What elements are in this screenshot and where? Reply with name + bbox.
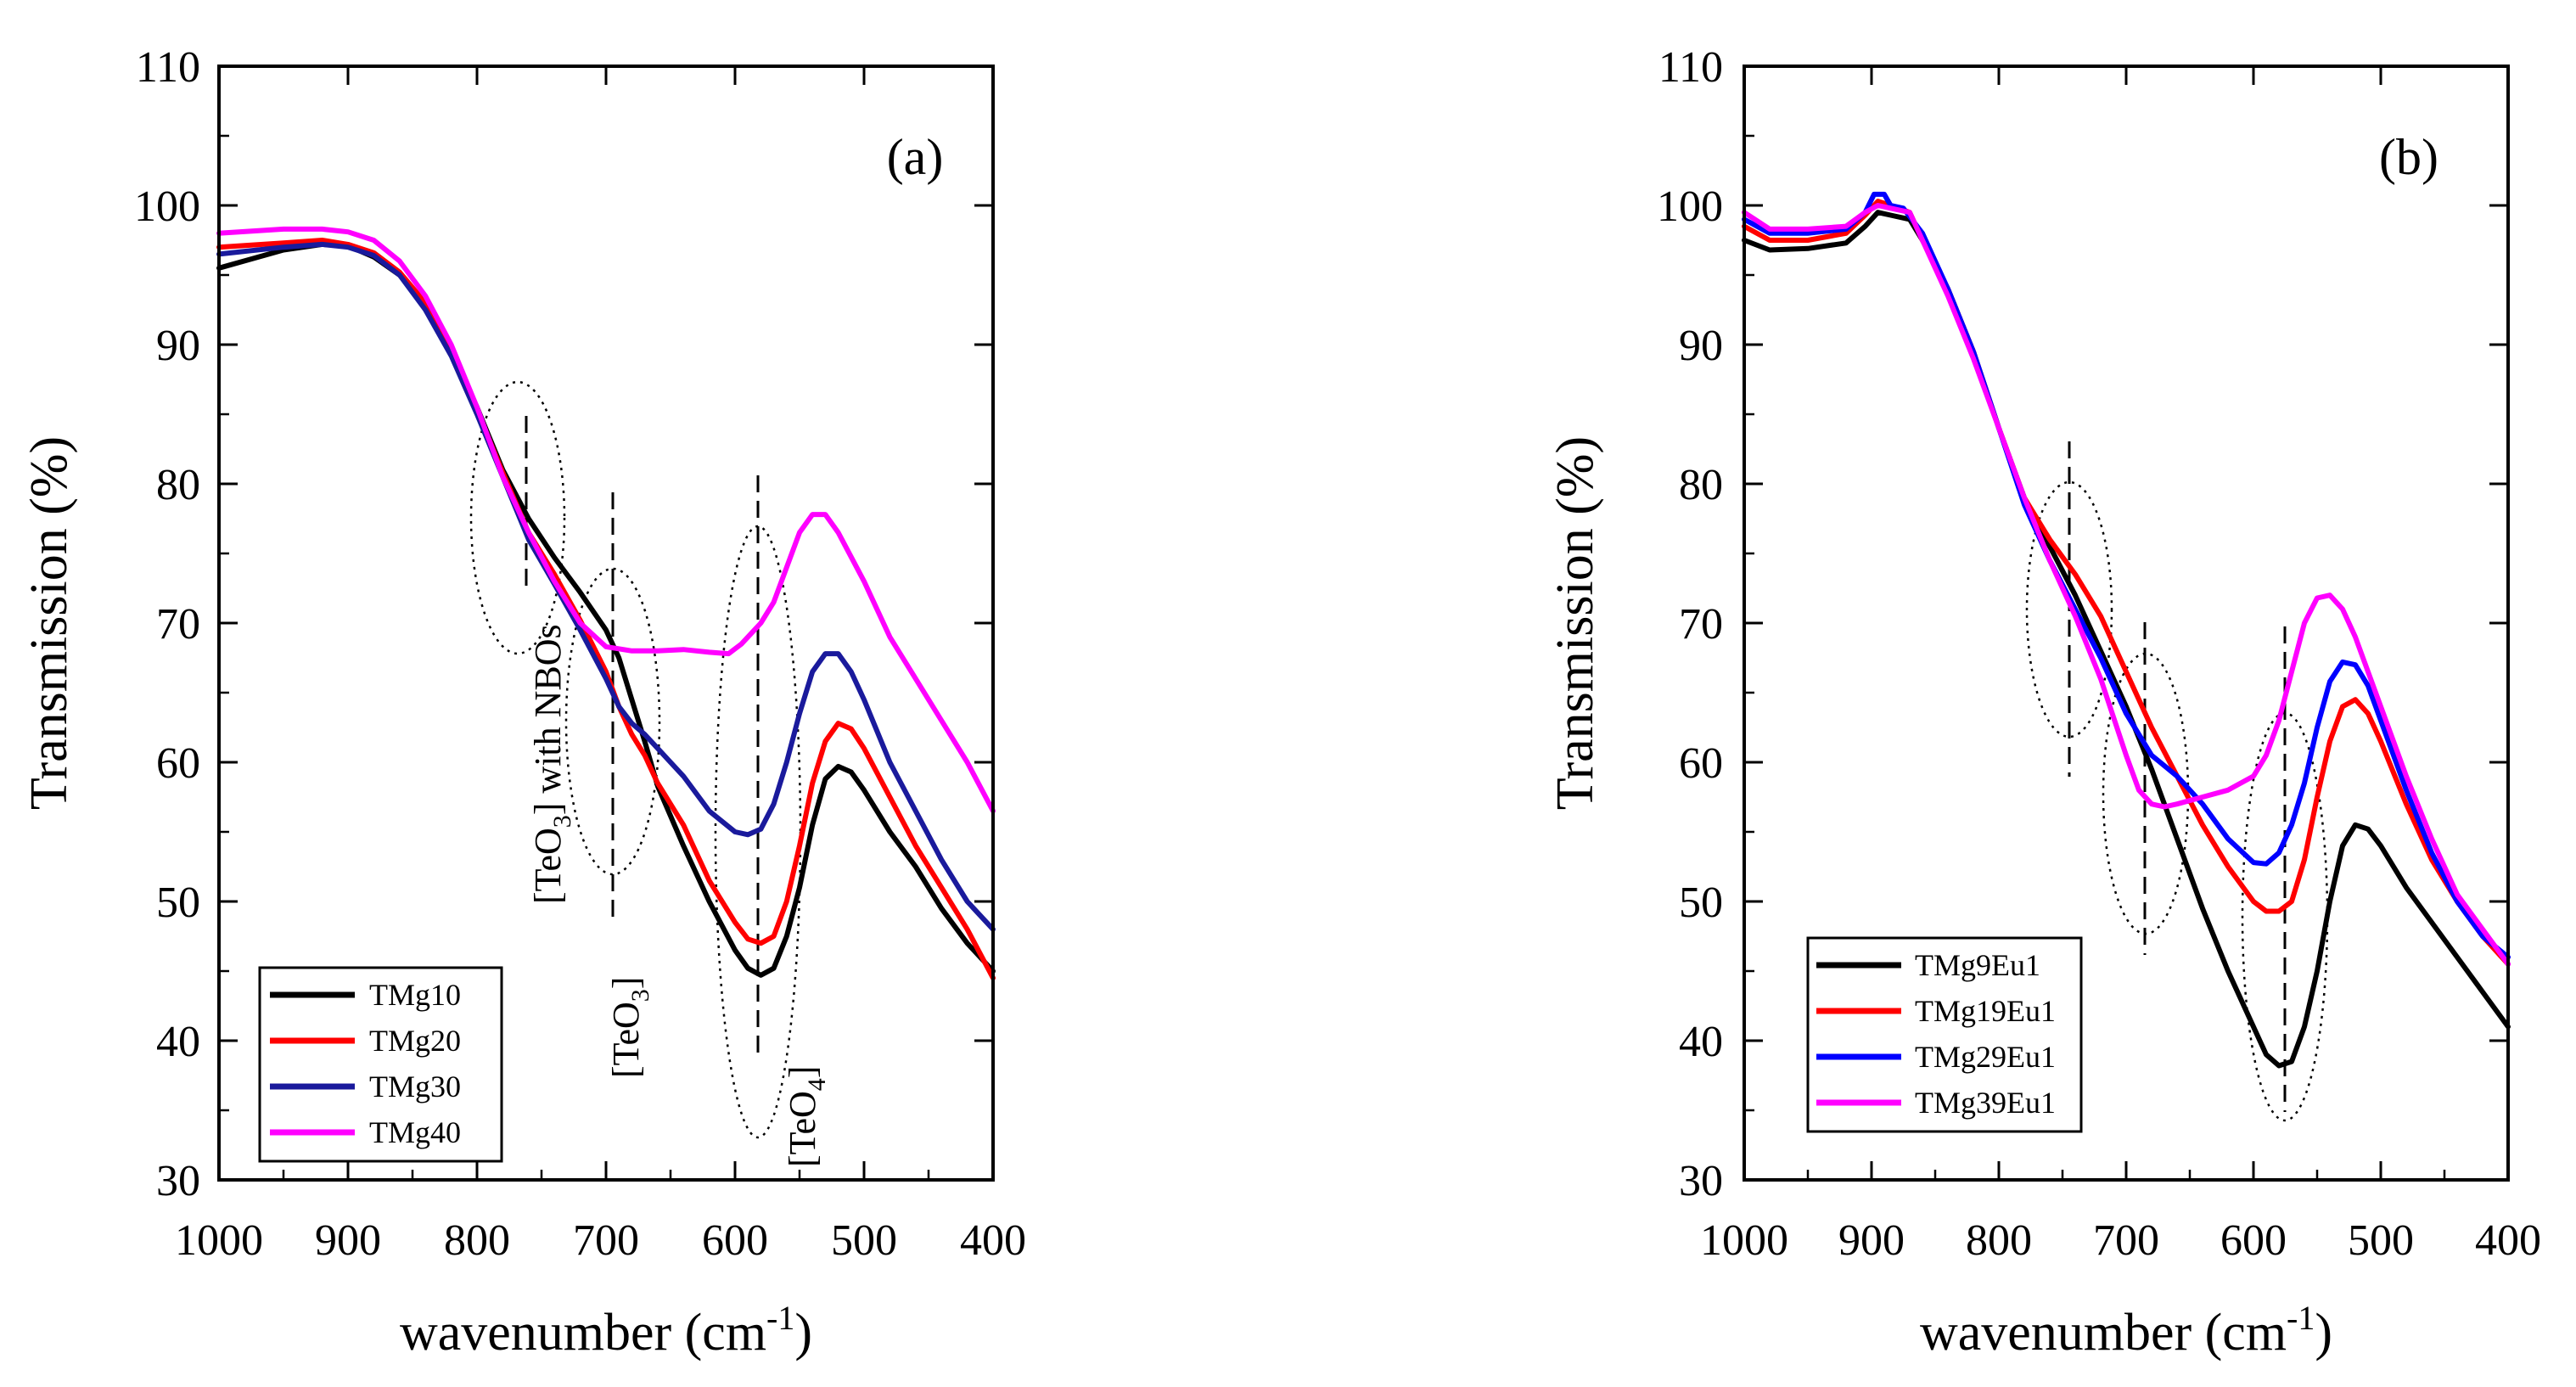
panel-a-y-axis-title: Transmission (%): [20, 436, 78, 810]
y-tick-label-100: 100: [1657, 182, 1723, 231]
panel-a-legend: TMg10 TMg20 TMg30 TMg40: [258, 966, 503, 1163]
y-tick-label-110: 110: [1658, 43, 1723, 92]
panel-a-label: (a): [887, 129, 944, 185]
legend-label-tmg40: TMg40: [369, 1115, 461, 1149]
series-line-tmg40: [216, 226, 996, 814]
series-line-tmg39eu1: [1742, 203, 2511, 967]
y-tick-label-50: 50: [1679, 879, 1723, 927]
x-tick-label-500: 500: [2348, 1216, 2414, 1265]
x-tick-label-400: 400: [2475, 1216, 2541, 1265]
legend-label-tmg30: TMg30: [369, 1070, 461, 1103]
panel-b-legend: TMg9Eu1 TMg19Eu1 TMg29Eu1 TMg39Eu1: [1806, 936, 2083, 1133]
annotation-teo3-with-nbos: [TeO3] with NBOs: [527, 624, 576, 904]
y-tick-label-110: 110: [136, 43, 200, 92]
series-line-tmg30: [216, 241, 996, 932]
panel-b-series: [1742, 191, 2511, 1069]
legend-item-tmg20: TMg20: [270, 1024, 461, 1058]
x-tick-label-400: 400: [960, 1216, 1026, 1265]
legend-label-tmg20: TMg20: [369, 1024, 461, 1058]
y-tick-label-40: 40: [156, 1018, 200, 1066]
x-tick-label-900: 900: [1838, 1216, 1905, 1265]
legend-item-tmg29eu1: TMg29Eu1: [1816, 1040, 2056, 1074]
y-tick-label-40: 40: [1679, 1018, 1723, 1066]
panel-b: 1000 900 800 700 600 500 400 30 40 50 60 70 80 90 100 1…: [1546, 43, 2541, 1362]
x-tick-label-1000: 1000: [175, 1216, 263, 1265]
legend-item-tmg19eu1: TMg19Eu1: [1816, 994, 2056, 1028]
panel-a-series: [216, 226, 996, 981]
x-tick-label-800: 800: [444, 1216, 510, 1265]
y-tick-label-50: 50: [156, 879, 200, 927]
panel-a-x-axis-title: wavenumber (cm-1): [400, 1299, 812, 1362]
series-line-tmg20: [216, 238, 996, 981]
y-tick-label-30: 30: [156, 1157, 200, 1205]
y-tick-label-100: 100: [134, 182, 200, 231]
y-tick-label-30: 30: [1679, 1157, 1723, 1205]
series-line-tmg9eu1: [1742, 210, 2511, 1069]
x-tick-label-900: 900: [315, 1216, 381, 1265]
panel-b-x-axis-title: wavenumber (cm-1): [1920, 1299, 2332, 1362]
annotation-teo3: [TeO3]: [605, 977, 654, 1078]
y-tick-label-80: 80: [156, 461, 200, 509]
panel-a: 1000 900 800 700 600 500 400 30 40 50 60 70 80 90 100 1…: [20, 43, 1026, 1362]
annotation-ellipse-teo3: [564, 567, 661, 876]
y-tick-label-90: 90: [1679, 322, 1723, 370]
panel-b-ticks: 1000 900 800 700 600 500 400 30 40 50 60 70 80 90 100 1…: [1657, 43, 2541, 1265]
y-tick-label-80: 80: [1679, 461, 1723, 509]
legend-item-tmg39eu1: TMg39Eu1: [1816, 1086, 2056, 1120]
panel-a-legend-box: [258, 966, 503, 1163]
x-tick-label-600: 600: [702, 1216, 768, 1265]
y-tick-label-70: 70: [156, 600, 200, 649]
legend-label-tmg9eu1: TMg9Eu1: [1915, 948, 2040, 982]
annotation-ellipse-teo3-nbo: [469, 380, 566, 655]
y-tick-label-60: 60: [156, 739, 200, 788]
x-tick-label-700: 700: [2093, 1216, 2159, 1265]
series-line-tmg29eu1: [1742, 191, 2511, 960]
legend-item-tmg40: TMg40: [270, 1115, 461, 1149]
legend-item-tmg30: TMg30: [270, 1070, 461, 1103]
legend-label-tmg19eu1: TMg19Eu1: [1915, 994, 2056, 1028]
panel-b-y-axis-title: Transmission (%): [1546, 436, 1604, 810]
legend-item-tmg10: TMg10: [270, 978, 461, 1012]
y-tick-label-90: 90: [156, 322, 200, 370]
legend-item-tmg9eu1: TMg9Eu1: [1816, 948, 2040, 982]
legend-label-tmg10: TMg10: [369, 978, 461, 1012]
x-tick-label-800: 800: [1966, 1216, 2032, 1265]
legend-label-tmg39eu1: TMg39Eu1: [1915, 1086, 2056, 1120]
legend-label-tmg29eu1: TMg29Eu1: [1915, 1040, 2056, 1074]
x-tick-label-600: 600: [2220, 1216, 2287, 1265]
x-tick-label-1000: 1000: [1700, 1216, 1788, 1265]
annotation-teo4: [TeO4]: [782, 1066, 831, 1167]
y-tick-label-60: 60: [1679, 739, 1723, 788]
panel-a-ticks: 1000 900 800 700 600 500 400 30 40 50 60 70 80 90 100 1…: [134, 43, 1026, 1265]
panel-b-label: (b): [2379, 129, 2439, 185]
x-tick-label-500: 500: [831, 1216, 897, 1265]
panel-b-legend-box: [1806, 936, 2083, 1133]
x-tick-label-700: 700: [573, 1216, 639, 1265]
annotation-ellipse-b1: [2025, 480, 2113, 738]
y-tick-label-70: 70: [1679, 600, 1723, 649]
